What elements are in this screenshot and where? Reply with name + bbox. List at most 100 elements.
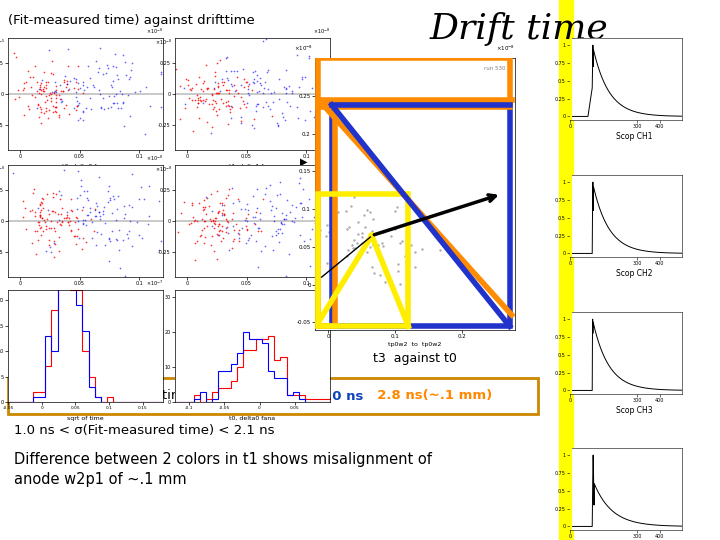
Point <box>296 199 307 207</box>
Point <box>367 241 379 249</box>
Point <box>208 83 220 92</box>
Point <box>181 75 192 83</box>
Point <box>228 81 240 90</box>
Point <box>32 203 44 212</box>
Point <box>195 96 207 105</box>
Point <box>117 236 129 245</box>
Point <box>274 225 286 234</box>
Point <box>37 87 48 96</box>
Bar <box>332 103 510 326</box>
Point <box>320 177 331 185</box>
Point <box>69 232 81 241</box>
Point <box>140 83 152 91</box>
Point <box>30 249 42 258</box>
Point <box>35 210 46 219</box>
Point <box>315 114 326 123</box>
Point <box>223 102 235 110</box>
Point <box>56 97 68 105</box>
Point <box>89 205 101 214</box>
Point <box>211 111 222 119</box>
Text: $\times10^{-5}$: $\times10^{-5}$ <box>0 38 5 48</box>
Point <box>135 87 146 96</box>
Point <box>249 219 261 228</box>
Point <box>343 222 355 231</box>
Point <box>277 113 289 122</box>
Point <box>327 246 338 255</box>
Point <box>238 99 249 108</box>
Point <box>89 205 101 214</box>
Point <box>240 214 251 223</box>
Point <box>192 99 204 107</box>
Point <box>123 200 135 209</box>
Point <box>340 207 351 215</box>
Point <box>266 232 277 240</box>
Point <box>283 249 294 258</box>
Point <box>352 230 364 238</box>
Point <box>212 78 224 87</box>
Point <box>379 278 390 286</box>
Point <box>122 234 134 242</box>
Point <box>274 177 285 186</box>
Point <box>186 86 197 94</box>
Point <box>102 104 114 112</box>
Point <box>255 208 266 217</box>
Point <box>385 232 397 241</box>
Point <box>223 245 235 254</box>
Point <box>126 242 138 251</box>
Point <box>195 231 207 239</box>
Point <box>225 66 237 75</box>
Point <box>218 210 230 219</box>
Text: $\times10^{-8}$: $\times10^{-8}$ <box>146 153 163 163</box>
Point <box>118 214 130 222</box>
Point <box>242 235 253 244</box>
Point <box>251 88 263 97</box>
Point <box>348 192 359 201</box>
Point <box>213 227 225 235</box>
Point <box>194 231 206 240</box>
Point <box>20 78 32 86</box>
Point <box>72 115 84 124</box>
Point <box>389 225 400 233</box>
Bar <box>318 58 510 107</box>
Point <box>356 239 367 248</box>
Point <box>81 211 93 219</box>
Point <box>94 90 106 98</box>
Point <box>254 79 266 87</box>
Point <box>253 227 264 235</box>
Point <box>230 86 241 94</box>
Point <box>50 87 62 96</box>
Point <box>241 217 253 226</box>
Point <box>361 247 373 256</box>
Point <box>43 210 55 219</box>
Point <box>68 73 80 82</box>
Point <box>281 196 292 205</box>
Point <box>190 216 202 225</box>
Point <box>193 199 204 207</box>
Point <box>77 81 89 90</box>
Point <box>212 59 223 68</box>
Point <box>259 77 271 86</box>
Point <box>156 68 167 77</box>
Point <box>43 236 55 245</box>
Point <box>95 104 107 112</box>
Point <box>287 217 298 225</box>
Point <box>107 76 119 85</box>
Point <box>35 213 46 222</box>
Point <box>255 80 266 89</box>
Point <box>192 96 204 105</box>
Point <box>180 100 192 109</box>
Point <box>58 213 70 222</box>
Point <box>24 207 35 215</box>
Point <box>367 215 379 224</box>
Point <box>53 233 64 241</box>
Point <box>241 225 253 233</box>
Point <box>63 214 75 222</box>
Point <box>125 65 137 74</box>
Text: t2, delta2 fana: t2, delta2 fana <box>63 291 109 296</box>
Point <box>222 120 233 129</box>
Point <box>107 192 119 201</box>
Point <box>276 228 288 237</box>
Point <box>116 90 127 98</box>
Point <box>222 97 233 106</box>
Point <box>232 88 243 97</box>
